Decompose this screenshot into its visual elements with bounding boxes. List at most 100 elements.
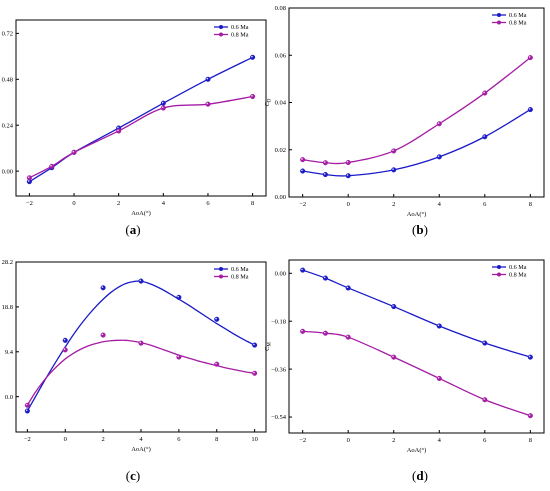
- legend: 0.6 Ma0.8 Ma: [214, 24, 249, 39]
- y-tick-label: 0.00: [275, 271, 286, 278]
- data-point-highlight: [253, 371, 255, 374]
- y-tick-label: 0.02: [275, 147, 286, 154]
- x-axis-label: AoA(°): [407, 447, 427, 454]
- data-point: [160, 100, 166, 106]
- data-point: [71, 149, 77, 155]
- data-point: [26, 175, 32, 181]
- data-point: [176, 354, 182, 360]
- y-tick-label: −0.18: [271, 318, 286, 325]
- data-point: [250, 93, 256, 100]
- data-point-highlight: [437, 155, 440, 157]
- x-axis-label: AoA(°): [407, 211, 427, 218]
- legend: 0.6 Ma0.8 Ma: [492, 12, 527, 27]
- x-tick-label: 4: [438, 437, 442, 444]
- x-tick-label: 6: [206, 200, 210, 207]
- data-point: [205, 76, 211, 82]
- data-point: [482, 397, 488, 403]
- legend-marker: [219, 32, 223, 37]
- data-point: [345, 334, 351, 340]
- series-0-6-ma: [300, 267, 533, 360]
- x-tick-label: 8: [251, 200, 254, 207]
- series-0-8-ma: [26, 93, 256, 181]
- y-axis-label: CD: [264, 98, 273, 106]
- data-point-highlight: [177, 295, 179, 298]
- data-point-highlight: [437, 324, 440, 327]
- data-point-highlight: [437, 122, 440, 124]
- x-tick-label: 0: [347, 201, 350, 208]
- data-point: [436, 154, 442, 160]
- series-line: [26, 339, 255, 406]
- data-point: [116, 128, 122, 134]
- x-tick-label: −2: [24, 436, 31, 443]
- data-point-highlight: [346, 174, 349, 176]
- y-tick-label: 18.8: [2, 304, 13, 311]
- panel-caption: (c): [126, 468, 140, 483]
- legend-marker: [497, 265, 501, 269]
- legend-marker: [497, 272, 501, 277]
- series-0-6-ma: [24, 278, 258, 414]
- series-line: [302, 330, 531, 417]
- y-tick-label: −0.36: [271, 366, 287, 373]
- data-point: [160, 105, 166, 111]
- data-point-highlight: [301, 329, 303, 332]
- y-tick-label: 0.24: [2, 122, 14, 129]
- x-tick-label: 4: [139, 436, 143, 443]
- x-tick-label: 2: [101, 436, 104, 443]
- x-tick-label: 6: [483, 437, 487, 444]
- data-point: [24, 402, 30, 408]
- data-point-highlight: [101, 333, 104, 336]
- data-point: [300, 328, 306, 334]
- x-axis-label: AoA(°): [131, 210, 151, 217]
- data-point-highlight: [117, 129, 119, 132]
- data-point-highlight: [483, 91, 485, 94]
- panel-caption: (d): [412, 468, 428, 483]
- chart-panel-d: −2 0 2 4 6 8 0.00 −0.18 −0.36 −0.54 AoA(°) CM 0.6 Ma…: [264, 259, 545, 483]
- series-line: [302, 57, 531, 165]
- data-point: [252, 370, 258, 376]
- data-point-highlight: [323, 173, 326, 175]
- data-point-highlight: [251, 55, 253, 58]
- legend-marker: [497, 20, 501, 25]
- data-point: [391, 148, 397, 154]
- data-point-highlight: [483, 341, 485, 344]
- data-point-highlight: [323, 276, 326, 279]
- legend-label: 0.8 Ma: [509, 20, 527, 27]
- legend-marker: [219, 25, 223, 29]
- data-point: [100, 285, 106, 291]
- data-point: [322, 172, 328, 178]
- data-point-highlight: [27, 176, 30, 178]
- data-point-highlight: [528, 56, 531, 58]
- data-point: [482, 90, 488, 96]
- plot-frame: [15, 19, 267, 197]
- data-point: [300, 157, 306, 163]
- data-point-highlight: [215, 317, 217, 320]
- data-point-highlight: [139, 279, 142, 282]
- data-point-highlight: [206, 77, 209, 80]
- data-point: [176, 294, 182, 300]
- series-line: [302, 269, 531, 358]
- legend-label: 0.6 Ma: [509, 264, 527, 271]
- legend: 0.6 Ma0.8 Ma: [214, 266, 249, 281]
- data-point: [300, 267, 306, 273]
- y-axis-label: CM: [264, 341, 273, 350]
- data-point: [138, 278, 144, 284]
- x-axis-label: AoA(°): [131, 446, 151, 453]
- plot-frame: [288, 7, 545, 198]
- x-tick-label: 2: [117, 200, 120, 207]
- data-point-highlight: [392, 149, 394, 152]
- data-point-highlight: [206, 102, 209, 105]
- y-tick-label: 0.0: [5, 394, 13, 401]
- series-0-8-ma: [24, 332, 258, 408]
- series-line: [302, 109, 531, 177]
- data-point-highlight: [301, 169, 303, 172]
- x-tick-label: 8: [215, 436, 218, 443]
- y-tick-label: 0.48: [2, 77, 13, 84]
- data-point-highlight: [301, 268, 303, 271]
- data-point-highlight: [528, 355, 531, 358]
- data-point-highlight: [253, 343, 255, 346]
- data-point: [391, 167, 397, 173]
- legend-marker: [219, 267, 223, 271]
- y-tick-label: 0.00: [2, 168, 13, 175]
